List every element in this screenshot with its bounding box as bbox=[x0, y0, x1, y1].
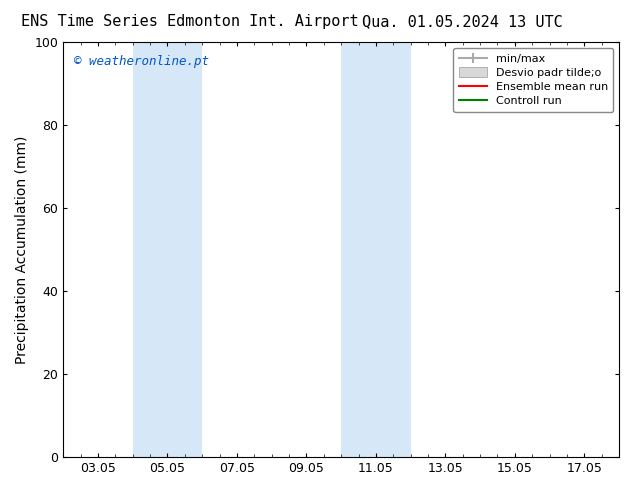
Y-axis label: Precipitation Accumulation (mm): Precipitation Accumulation (mm) bbox=[15, 135, 29, 364]
Legend: min/max, Desvio padr tilde;o, Ensemble mean run, Controll run: min/max, Desvio padr tilde;o, Ensemble m… bbox=[453, 48, 614, 112]
Text: © weatheronline.pt: © weatheronline.pt bbox=[74, 54, 209, 68]
Bar bbox=[133, 42, 202, 457]
Text: Qua. 01.05.2024 13 UTC: Qua. 01.05.2024 13 UTC bbox=[363, 14, 563, 29]
Bar bbox=[341, 42, 411, 457]
Text: ENS Time Series Edmonton Int. Airport: ENS Time Series Edmonton Int. Airport bbox=[22, 14, 359, 29]
